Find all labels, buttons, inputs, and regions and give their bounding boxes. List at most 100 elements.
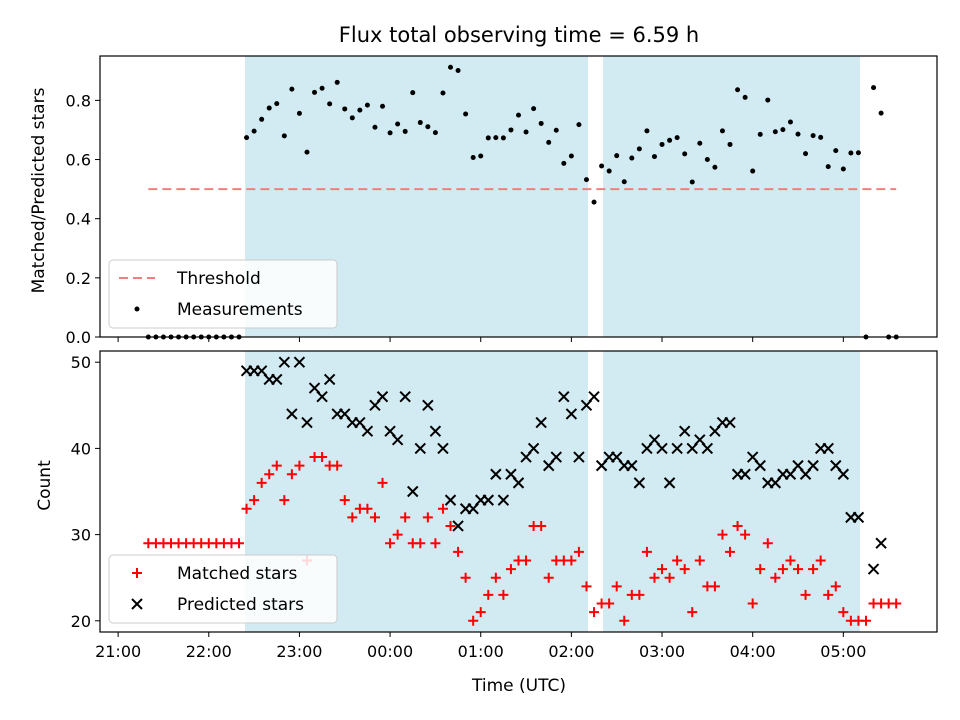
- matched-star-point: [445, 520, 456, 531]
- predicted-star-point: [678, 425, 691, 437]
- y-tick-label: 20: [71, 612, 91, 631]
- matched-star-point: [770, 572, 781, 583]
- matched-star-point: [891, 598, 902, 609]
- count-panel: 20 30 40 50 21:00 22:00 23:00 00:00 01:00 02:00 0…: [35, 350, 938, 696]
- measurement-point: [402, 128, 408, 134]
- legend-measurement-swatch: [134, 306, 140, 312]
- measurement-point: [516, 112, 521, 118]
- measurement-point: [674, 135, 680, 141]
- matched-star-point: [755, 564, 766, 575]
- measurement-point: [523, 129, 529, 135]
- predicted-star-point: [852, 511, 865, 524]
- x-tick-label: 21:00: [95, 642, 141, 661]
- matched-star-point: [264, 469, 275, 480]
- matched-star-point: [573, 546, 584, 557]
- x-tick-label: 22:00: [186, 642, 232, 661]
- predicted-star-point: [444, 494, 457, 506]
- matched-star-point: [664, 572, 675, 583]
- measurement-point: [319, 85, 325, 91]
- matched-star-point: [808, 564, 819, 575]
- measurement-point: [410, 90, 416, 96]
- measurement-point: [500, 135, 506, 141]
- measurement-point: [636, 146, 642, 152]
- matched-star-point: [490, 572, 501, 583]
- measurement-point: [387, 130, 393, 136]
- predicted-star-point: [286, 408, 298, 420]
- count-legend: Matched stars Predicted stars: [108, 554, 338, 624]
- measurement-point: [493, 135, 499, 141]
- y-tick-label: 0.8: [66, 91, 91, 110]
- predicted-star-point: [414, 442, 427, 455]
- predicted-star-point: [527, 442, 540, 455]
- matched-star-point: [611, 581, 622, 592]
- matched-star-point: [475, 607, 486, 618]
- measurement-point: [659, 141, 665, 147]
- measurement-point: [810, 133, 816, 139]
- measurement-point: [606, 168, 612, 174]
- x-tick-label: 05:00: [820, 642, 866, 661]
- ratio-panel: 0.00.20.40.60.8 Matched/Predicted stars …: [29, 55, 938, 347]
- measurement-point: [712, 164, 718, 170]
- measurement-point: [878, 110, 884, 116]
- measurement-point: [765, 97, 771, 103]
- measurement-point: [531, 106, 537, 112]
- measurement-point: [432, 130, 438, 136]
- predicted-star-point: [278, 356, 291, 368]
- predicted-star-point: [482, 494, 494, 506]
- measurement-point: [599, 163, 605, 169]
- measurement-point: [553, 127, 559, 133]
- matched-star-point: [430, 538, 441, 549]
- measurement-point: [780, 127, 786, 133]
- matched-star-point: [453, 546, 464, 557]
- matched-star-point: [747, 598, 758, 609]
- predicted-star-point: [437, 442, 449, 455]
- legend-label: Threshold: [176, 269, 261, 289]
- count-x-ticks: 21:00 22:00 23:00 00:00 01:00 02:00 03:00 04:00…: [95, 632, 866, 661]
- measurement-point: [576, 122, 582, 128]
- matched-star-point: [521, 555, 532, 566]
- measurement-point: [364, 102, 370, 108]
- matched-star-point: [347, 512, 358, 523]
- matched-star-point: [392, 529, 403, 540]
- matched-star-point: [619, 615, 630, 626]
- matched-star-point: [830, 581, 841, 592]
- predicted-star-point: [376, 390, 389, 403]
- matched-star-point: [317, 452, 328, 463]
- predicted-star-point: [822, 442, 834, 455]
- predicted-star-point: [867, 563, 880, 575]
- x-tick-label: 03:00: [639, 642, 685, 661]
- measurement-point: [425, 124, 431, 130]
- matched-star-point: [332, 460, 343, 471]
- measurement-point: [304, 149, 310, 155]
- predicted-star-point: [391, 434, 404, 446]
- ratio-x-ticks: [117, 337, 844, 342]
- measurement-point: [448, 64, 454, 70]
- matched-star-point: [498, 589, 509, 600]
- legend-label: Matched stars: [177, 564, 297, 584]
- matched-star-point: [679, 564, 690, 575]
- measurement-point: [840, 166, 846, 172]
- measurement-point: [312, 89, 318, 95]
- matched-star-point: [385, 538, 396, 549]
- matched-star-point: [589, 607, 600, 618]
- matched-star-point: [132, 568, 142, 578]
- measurement-point: [463, 111, 469, 117]
- measurement-point: [327, 101, 333, 107]
- ratio-y-axis-label: Matched/Predicted stars: [29, 87, 49, 293]
- measurement-point: [266, 105, 272, 111]
- matched-star-point: [279, 495, 290, 506]
- predicted-star-point: [361, 425, 374, 437]
- predicted-star-point: [323, 373, 336, 386]
- x-tick-label: 01:00: [458, 642, 504, 661]
- ratio-plot-frame: [99, 55, 938, 338]
- y-tick-label: 50: [71, 353, 91, 372]
- predicted-star-point: [131, 598, 143, 610]
- matched-star-point: [838, 607, 849, 618]
- measurement-point: [727, 141, 733, 147]
- matched-star-point: [536, 520, 547, 531]
- predicted-star-point: [429, 425, 442, 437]
- predicted-star-point: [550, 451, 562, 463]
- measurement-point: [621, 179, 627, 185]
- matched-star-point: [717, 529, 728, 540]
